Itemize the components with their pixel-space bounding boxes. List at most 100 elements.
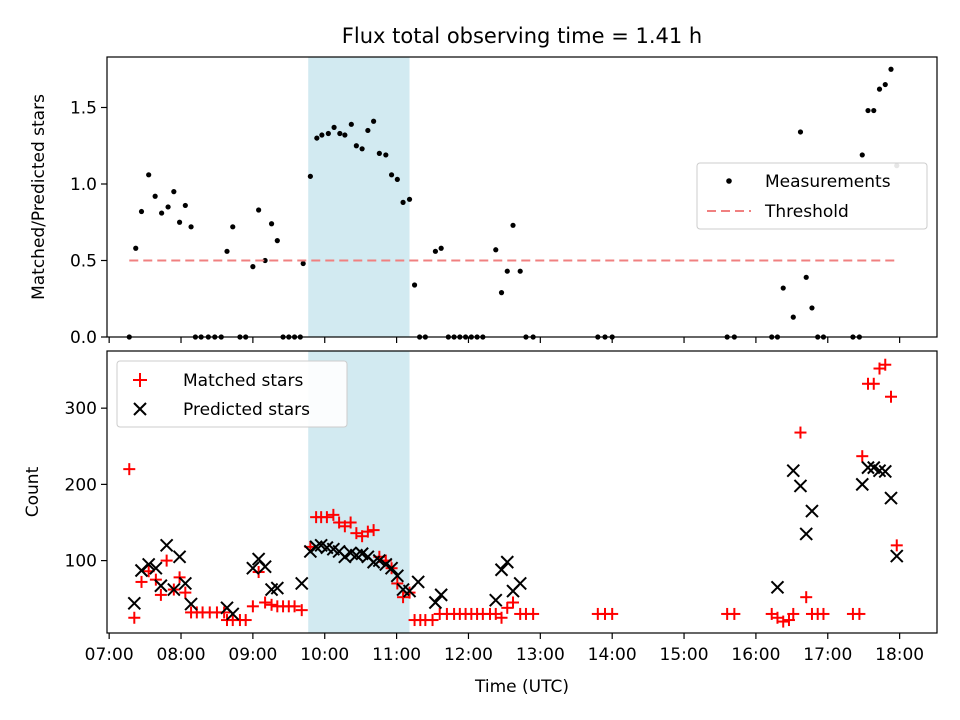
predicted-star-point [878,464,892,479]
predicted-star-point [149,561,163,575]
predicted-star-point [372,553,387,568]
measurement-point [348,121,354,127]
measurement-point [394,176,400,183]
x-tick-label: 13:00 [516,645,565,665]
legend-measurements-marker [726,178,732,184]
matched-star-point [501,601,514,614]
measurement-point [359,146,365,152]
measurement-point [888,66,894,72]
measurement-point [383,152,389,158]
predicted-star-point [884,491,898,505]
matched-star-point [320,511,333,524]
matched-star-point [327,508,340,521]
measurement-point [406,196,413,202]
top-y-label: Matched/Predicted stars [29,94,49,300]
measurement-point [138,208,145,215]
measurement-point [498,290,505,296]
top-legend-box [696,162,928,230]
predicted-star-point [178,576,193,591]
measurement-point [300,260,306,267]
predicted-star-point [861,460,875,475]
measurement-point [790,314,796,320]
legend-predicted-marker [133,402,147,416]
measurement-point [388,172,395,178]
x-tick-label: 17:00 [803,645,852,665]
measurement-point [365,127,371,134]
predicted-stars-series [127,460,904,621]
measurement-point [432,248,439,254]
predicted-star-point [513,576,527,591]
matched-star-point [361,525,374,538]
predicted-star-point [226,607,240,621]
measurement-point [882,81,888,88]
matched-star-point [160,554,173,567]
measurement-point [268,221,275,227]
x-tick-label: 09:00 [228,645,277,665]
top-panel: 0.0 0.5 1.0 1.5 Matched/Predicted stars Mea… [29,56,938,348]
matched-star-point [879,358,892,371]
matched-star-point [495,611,508,624]
bottom-axes-frame [106,350,938,634]
measurement-point [859,152,865,158]
matched-star-point [782,614,795,627]
matched-star-point [259,596,272,609]
legend-measurements-label: Measurements [765,172,891,192]
measurement-point [152,193,158,199]
matched-star-point [397,591,410,604]
measurement-point [146,172,152,178]
predicted-star-point [184,597,198,611]
x-tick-label: 15:00 [660,645,709,665]
predicted-star-point [141,557,156,572]
measurement-point [188,224,194,230]
measurement-point [353,143,359,149]
measurement-point [250,264,256,270]
measurement-point [182,202,188,209]
measurement-point [133,245,139,251]
measurement-point [274,238,280,244]
predicted-star-point [390,569,405,583]
measurement-point [331,124,337,130]
measurement-point [865,107,871,114]
measurement-point [325,130,331,137]
predicted-star-point [786,463,800,478]
matched-star-point [800,591,813,604]
matched-star-point [507,596,520,609]
matched-star-point [135,575,148,588]
predicted-star-point [384,561,399,575]
bottom-legend: Matched stars Predicted stars [116,360,348,428]
measurement-point [803,274,809,280]
bottom-y-tick-label: 200 [65,475,97,495]
measurement-point [230,224,236,230]
matched-star-point [890,539,903,552]
predicted-star-point [159,538,174,553]
measurement-point [159,210,165,216]
measurement-point [165,204,171,210]
x-tick-label: 12:00 [444,645,493,665]
matched-star-point [787,607,800,620]
predicted-star-point [295,576,309,591]
measurement-point [871,107,877,114]
matched-star-point [794,426,807,439]
measurement-point [337,130,343,137]
measurement-point [342,132,348,138]
predicted-star-point [172,550,187,564]
predicted-star-point [258,559,272,574]
matched-star-point [128,611,141,624]
top-y-tick-label: 1.5 [70,98,97,118]
measurement-point [411,282,418,288]
matched-star-point [123,463,136,476]
top-y-tick-label: 0.0 [70,328,97,348]
predicted-star-point [127,596,142,610]
bottom-y-tick-label: 100 [65,552,97,572]
chart-title: Flux total observing time = 1.41 h [342,24,702,48]
measurement-point [262,257,268,264]
measurement-point [371,118,377,124]
bottom-x-axis: 07:00 08:00 09:00 10:00 11:00 12:00 13:00 14:00… [85,633,924,665]
predicted-star-point [805,504,819,518]
predicted-star-point [167,582,181,597]
matched-star-point [856,450,869,463]
measurement-point [376,150,382,156]
matched-star-point [885,390,898,403]
matched-star-point [606,607,619,620]
